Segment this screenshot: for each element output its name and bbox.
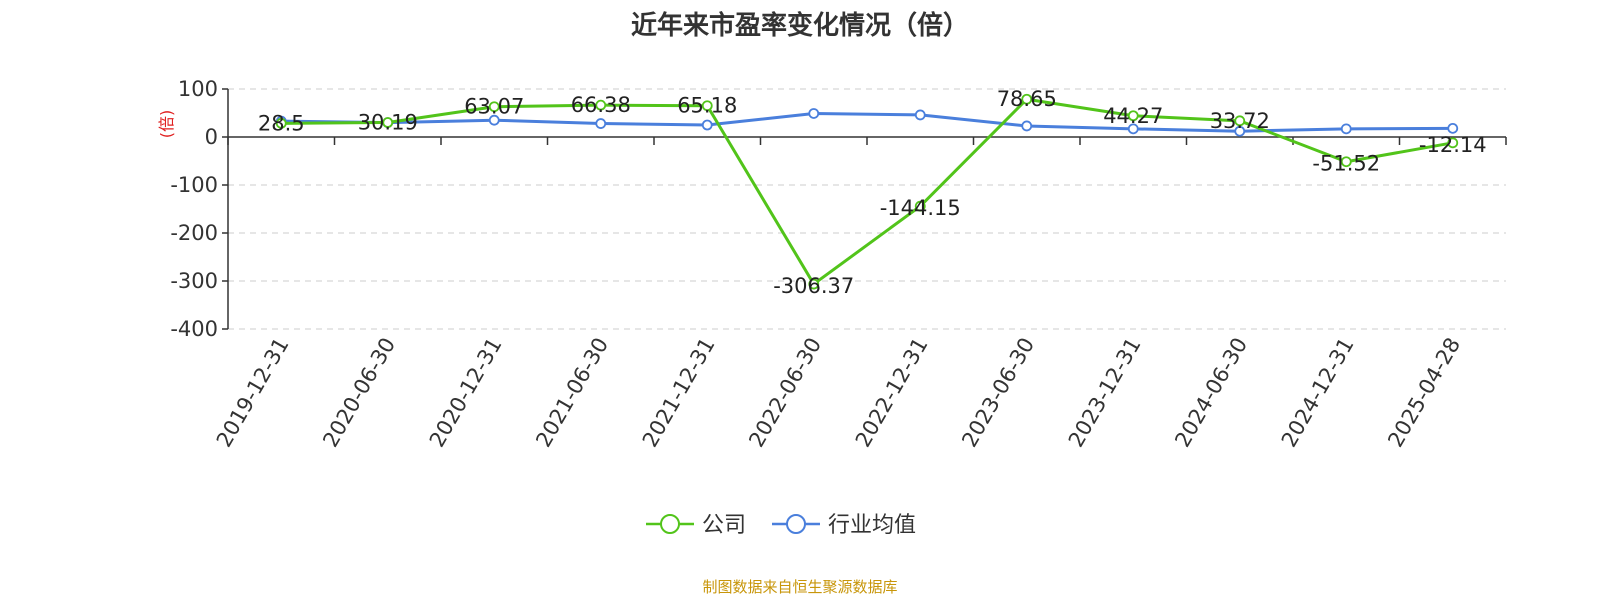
data-label: -12.14	[1419, 133, 1487, 157]
y-tick-label: 100	[178, 77, 218, 101]
data-label: 33.72	[1210, 109, 1270, 133]
industry-point	[1447, 122, 1459, 134]
data-label: 44.27	[1103, 104, 1163, 128]
data-label: 28.5	[258, 111, 305, 135]
industry-point	[808, 108, 820, 119]
y-tick-label: -100	[170, 173, 218, 197]
x-tick-label: 2024-06-30	[1170, 334, 1252, 452]
company-point	[1447, 137, 1459, 149]
x-tick-label: 2021-06-30	[531, 334, 613, 452]
company-point	[1234, 115, 1246, 127]
x-tick-label: 2019-12-31	[212, 334, 294, 452]
x-tick-label: 2020-06-30	[318, 334, 400, 452]
data-label: -51.52	[1312, 152, 1380, 176]
source-text: 制图数据来自恒生聚源数据库	[702, 578, 897, 596]
y-tick-label: -300	[170, 269, 218, 293]
industry-point	[1127, 123, 1139, 135]
x-tick-label: 2024-12-31	[1277, 334, 1359, 452]
y-tick-label: -200	[170, 221, 218, 245]
legend-marker	[660, 514, 680, 534]
y-tick-label: -400	[170, 317, 218, 341]
axes	[227, 89, 1506, 329]
x-tick-label: 2023-12-31	[1064, 334, 1146, 452]
data-label: 66.38	[571, 93, 631, 117]
legend-company: 公司	[646, 513, 746, 538]
x-tick-label: 2020-12-31	[425, 334, 507, 452]
y-axis-ticks: 100 0 -100 -200 -300 -400	[170, 77, 228, 341]
y-tick-label: 0	[205, 125, 218, 149]
industry-point	[488, 114, 500, 126]
x-tick-label: 2023-06-30	[957, 334, 1039, 452]
industry-point	[595, 118, 607, 129]
x-axis-ticks: 2019-12-31 2020-06-30 2020-12-31 2021-06-30…	[212, 137, 1507, 452]
legend-label: 公司	[702, 513, 746, 538]
legend: 公司 行业均值	[646, 513, 916, 538]
x-tick-label: 2021-12-31	[638, 334, 720, 452]
data-label: 30.19	[358, 111, 418, 135]
series-lines	[275, 93, 1459, 290]
data-label: 65.18	[677, 94, 737, 118]
company-line	[281, 97, 1454, 286]
industry-point	[914, 109, 926, 121]
company-point	[1021, 93, 1033, 105]
legend-industry: 行业均值	[772, 513, 916, 538]
industry-point	[1234, 125, 1246, 137]
company-point	[1340, 156, 1352, 168]
x-tick-label: 2022-06-30	[744, 334, 826, 452]
legend-marker	[786, 514, 806, 534]
company-point	[382, 117, 394, 128]
company-point	[808, 278, 820, 290]
industry-line	[281, 111, 1453, 133]
data-label: -144.15	[880, 196, 961, 220]
chart-title: 近年来市盈率变化情况（倍）	[631, 10, 969, 41]
company-point	[275, 117, 287, 129]
data-label: 63.07	[464, 95, 524, 119]
industry-point	[1340, 123, 1352, 135]
company-point	[595, 99, 607, 111]
company-point	[488, 101, 500, 113]
industry-point	[701, 119, 713, 131]
gridlines	[228, 88, 1506, 330]
x-tick-label: 2022-12-31	[851, 334, 933, 452]
data-label: -306.37	[773, 274, 854, 298]
legend-label: 行业均值	[828, 513, 916, 538]
x-tick-label: 2025-04-28	[1383, 334, 1465, 452]
company-point	[701, 100, 713, 112]
y-axis-label: (倍)	[157, 110, 176, 139]
data-label: 78.65	[997, 87, 1057, 111]
data-labels: 28.5 30.19 63.07 66.38 65.18 -306.37 -144.15 78…	[258, 87, 1487, 298]
industry-point	[1021, 120, 1033, 132]
company-point	[914, 200, 926, 212]
company-point	[1127, 110, 1139, 122]
